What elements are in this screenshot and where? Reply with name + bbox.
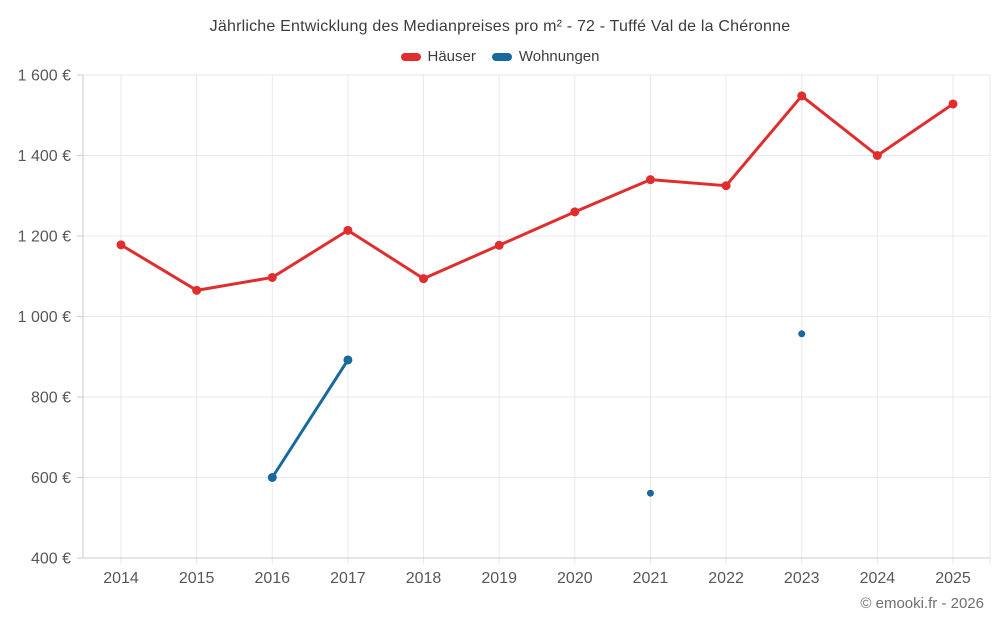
point-huser-2018[interactable] [419,274,429,284]
x-axis-label: 2016 [254,570,290,587]
series-line-huser [422,243,501,281]
y-axis-label: 1 000 € [18,309,71,326]
x-axis-label: 2025 [935,570,971,587]
point-wohnungen-2016[interactable] [267,473,277,482]
point-huser-2014[interactable] [116,240,126,250]
x-axis-label: 2019 [481,570,517,587]
series-line-huser [119,243,199,292]
legend-label-wohnungen: Wohnungen [518,48,600,65]
x-axis-label: 2017 [330,570,366,587]
legend: Häuser Wohnungen [0,48,1000,65]
x-axis-label: 2022 [708,570,744,587]
point-wohnungen-2021[interactable] [646,489,654,497]
y-axis-label: 1 600 € [18,68,71,85]
legend-item-wohnungen[interactable]: Wohnungen [491,48,600,65]
y-axis-label: 400 € [31,551,71,568]
series-line-huser [724,94,804,188]
point-huser-2020[interactable] [570,207,580,217]
point-huser-2025[interactable] [948,99,958,109]
series-line-wohnungen [270,358,350,479]
x-axis-label: 2021 [633,570,669,587]
y-axis-label: 800 € [31,390,71,407]
y-axis-label: 1 200 € [18,229,71,246]
y-axis-label: 1 400 € [18,148,71,165]
series-line-huser [270,228,350,279]
point-huser-2016[interactable] [267,272,277,282]
x-axis-label: 2024 [860,570,896,587]
series-line-huser [648,178,728,188]
chart-title: Jährliche Entwicklung des Medianpreises … [209,18,791,35]
x-axis-label: 2023 [784,570,820,587]
point-huser-2019[interactable] [494,240,504,250]
legend-label-hauser: Häuser [427,48,476,65]
point-huser-2022[interactable] [721,181,731,191]
series-line-huser [346,228,426,281]
series-line-huser [195,275,274,292]
point-huser-2023[interactable] [797,91,807,101]
x-axis-label: 2014 [103,570,139,587]
copyright: © emooki.fr - 2026 [860,595,984,612]
wohnungen-series-swatch-icon [491,52,512,61]
point-huser-2021[interactable] [645,175,655,185]
point-wohnungen-2017[interactable] [343,355,353,365]
x-axis-label: 2020 [557,570,593,587]
x-axis-label: 2015 [179,570,215,587]
x-axis-label: 2018 [406,570,442,587]
point-wohnungen-2023[interactable] [798,330,806,338]
series-line-huser [800,94,879,157]
point-huser-2015[interactable] [192,285,202,295]
point-huser-2017[interactable] [343,225,353,235]
series-line-huser [573,178,652,214]
series-line-huser [875,102,955,157]
series-line-huser [497,210,577,247]
legend-item-hauser[interactable]: Häuser [400,48,476,65]
hauser-series-swatch-icon [400,52,421,61]
point-huser-2024[interactable] [872,151,882,160]
y-axis-label: 600 € [31,470,71,487]
